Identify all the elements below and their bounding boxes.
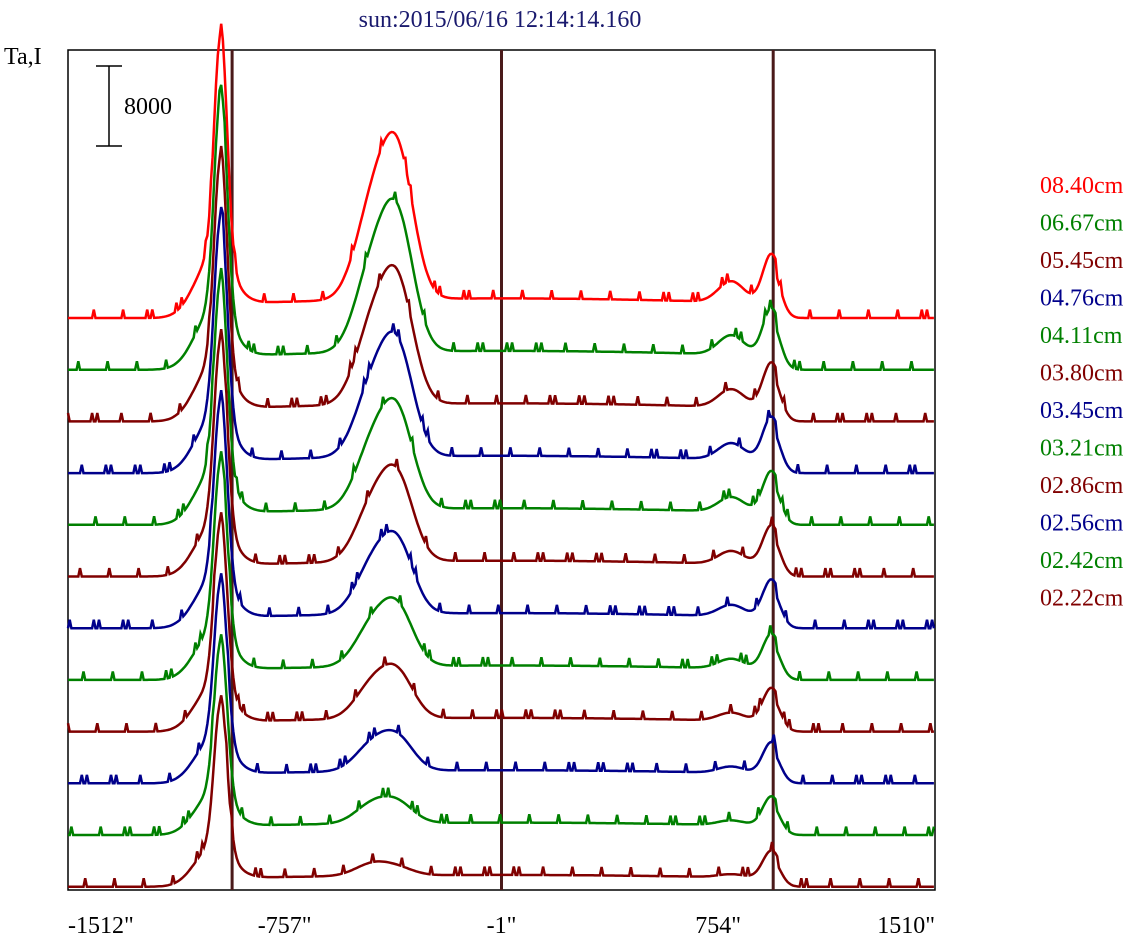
- legend-entry: 03.80cm: [1040, 361, 1124, 387]
- x-tick-label: -757": [258, 913, 312, 939]
- y-axis-label: Ta,I: [4, 44, 42, 70]
- scale-bar-label: 8000: [124, 94, 172, 120]
- trace-04.11cm: [68, 267, 934, 527]
- trace-03.45cm: [66, 390, 936, 630]
- x-tick-label: -1512": [68, 913, 134, 939]
- legend-entry: 08.40cm: [1040, 173, 1124, 199]
- legend-entry: 04.11cm: [1040, 323, 1123, 349]
- legend: 08.40cm 06.67cm 05.45cm 04.76cm 04.11cm 03.80…: [1040, 173, 1124, 612]
- legend-entry: 02.42cm: [1040, 548, 1124, 574]
- trace-02.42cm: [68, 634, 936, 837]
- legend-entry: 02.56cm: [1040, 511, 1124, 537]
- legend-entry: 05.45cm: [1040, 248, 1124, 274]
- spectra-traces: [66, 23, 936, 888]
- legend-entry: 02.86cm: [1040, 473, 1124, 499]
- x-tick-labels: -1512" -757" -1" 754" 1510": [68, 913, 935, 939]
- trace-04.76cm: [68, 206, 934, 475]
- legend-entry: 04.76cm: [1040, 286, 1124, 312]
- trace-03.80cm: [68, 329, 934, 578]
- x-tick-label: 1510": [877, 913, 935, 939]
- chart-title: sun:2015/06/16 12:14:14.160: [359, 7, 642, 33]
- scale-bar: 8000: [96, 65, 172, 147]
- legend-entry: 03.45cm: [1040, 398, 1124, 424]
- x-tick-label: 754": [695, 913, 741, 939]
- reference-lines: [230, 50, 775, 890]
- trace-08.40cm: [68, 23, 934, 320]
- trace-06.67cm: [68, 84, 934, 371]
- legend-entry: 02.22cm: [1040, 586, 1124, 612]
- x-tick-label: -1": [487, 913, 517, 939]
- trace-02.22cm: [68, 695, 934, 888]
- trace-02.86cm: [66, 512, 934, 733]
- legend-entry: 06.67cm: [1040, 211, 1124, 237]
- trace-02.56cm: [68, 573, 934, 785]
- legend-entry: 03.21cm: [1040, 436, 1124, 462]
- trace-03.21cm: [68, 451, 934, 682]
- trace-05.45cm: [66, 145, 934, 423]
